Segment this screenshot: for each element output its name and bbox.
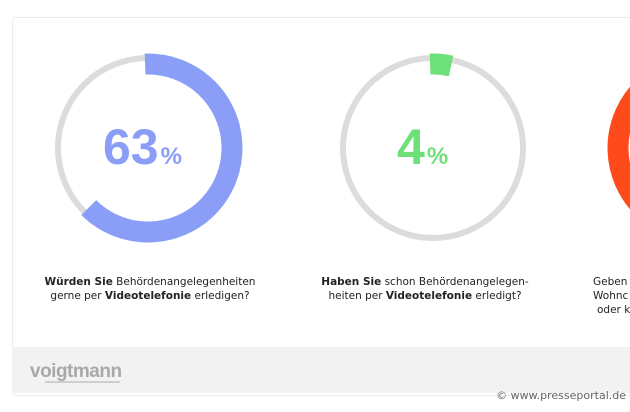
question-bold: Videotelefonie [104, 290, 192, 302]
percent-label-2: 4% [397, 118, 448, 176]
donut-value-arc [338, 53, 528, 243]
voigtmann-logo: voigtmann [30, 361, 122, 382]
question-bold: Würden Sie [44, 276, 113, 288]
question-2: Haben Sie schon Behördenangelegen- heite… [305, 275, 545, 303]
question-text: Geben [593, 276, 628, 288]
donut-chart-3 [607, 53, 630, 243]
logo-tagline [45, 381, 120, 383]
donut-value-arc [53, 53, 243, 243]
question-bold: Videotelefonie [385, 290, 473, 302]
question-text: Behördenangelegenheiten [112, 276, 256, 288]
question-text: gerne per [50, 290, 105, 302]
donut-chart-2 [338, 53, 528, 243]
percent-sign: % [160, 143, 182, 170]
infographic-card [12, 17, 630, 396]
percent-sign: % [426, 143, 449, 170]
donut-chart-1 [53, 53, 243, 243]
percent-label-1: 63% [103, 118, 182, 176]
question-text: oder k [597, 304, 630, 316]
percent-value: 4 [397, 119, 425, 175]
question-text: erledigt? [472, 290, 522, 302]
question-text: heiten per [328, 290, 386, 302]
question-text: schon Behördenangelegen- [381, 276, 529, 288]
question-text: erledigen? [191, 290, 250, 302]
percent-value: 63 [103, 119, 159, 175]
donut-value-arc [607, 53, 630, 243]
question-3: Geben Wohnc oder k [593, 275, 630, 317]
question-1: Würden Sie Behördenangelegenheiten gerne… [30, 275, 270, 303]
question-bold: Haben Sie [321, 276, 382, 288]
question-text: Wohnc [593, 290, 629, 302]
footer-bar [12, 347, 630, 393]
credit-text: © www.presseportal.de [496, 389, 626, 402]
